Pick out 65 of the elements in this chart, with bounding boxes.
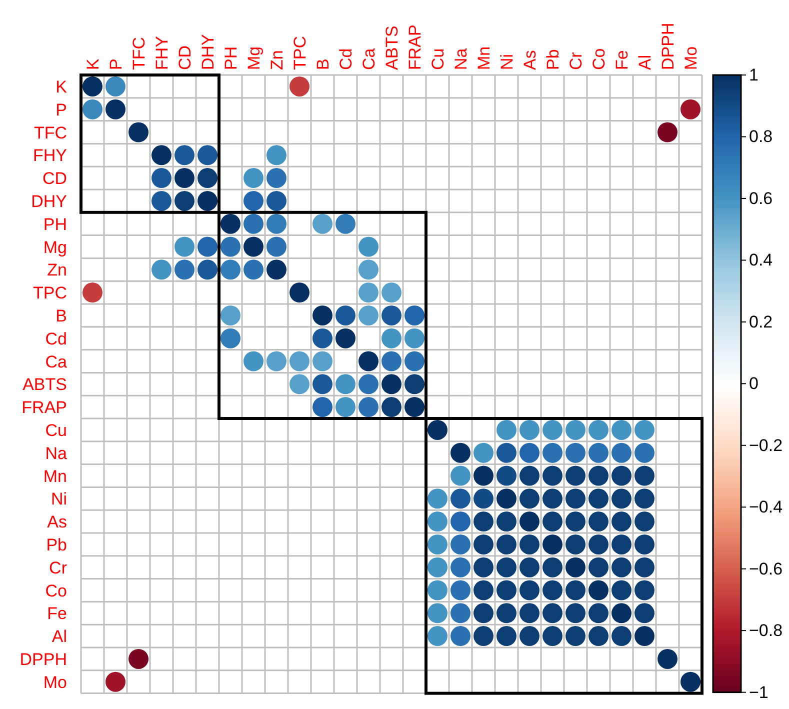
x-tick-label: ABTS bbox=[382, 26, 402, 70]
x-tick-label: P bbox=[106, 58, 126, 70]
color-bar-label: −1 bbox=[749, 682, 768, 702]
y-tick-label: PH bbox=[43, 214, 67, 234]
x-tick-label: Pb bbox=[544, 49, 562, 70]
color-bar-label: 0 bbox=[749, 374, 758, 394]
x-tick-label: B bbox=[314, 58, 332, 70]
y-tick-label: Cr bbox=[49, 558, 68, 578]
x-tick-label: Cd bbox=[336, 48, 356, 70]
x-tick-label: DPPH bbox=[658, 22, 678, 70]
y-tick-label: Pb bbox=[46, 535, 67, 554]
y-tick-label: Al bbox=[52, 627, 67, 646]
y-tick-label: Mn bbox=[43, 466, 67, 486]
x-tick-label: PH bbox=[222, 46, 240, 70]
color-bar-label: 0.2 bbox=[749, 312, 773, 332]
y-tick-label: DHY bbox=[31, 192, 67, 211]
y-tick-label: B bbox=[56, 306, 67, 326]
color-bar-label: −0.4 bbox=[749, 498, 783, 517]
y-tick-label: Cd bbox=[45, 329, 67, 348]
y-tick-label: ABTS bbox=[22, 375, 67, 394]
color-bar-label: 1 bbox=[749, 65, 758, 84]
x-tick-label: Mn bbox=[474, 46, 494, 70]
color-bar-label: 0.6 bbox=[749, 188, 773, 208]
x-tick-label: Co bbox=[590, 48, 608, 70]
x-tick-label: As bbox=[520, 50, 540, 70]
y-tick-label: K bbox=[56, 77, 68, 96]
x-tick-label: Cr bbox=[566, 52, 586, 70]
color-bar-label: −0.2 bbox=[749, 436, 783, 455]
y-tick-label: Mo bbox=[43, 672, 67, 692]
x-tick-label: Fe bbox=[612, 50, 632, 70]
x-tick-label: K bbox=[84, 58, 102, 70]
y-tick-label: Fe bbox=[47, 604, 67, 624]
color-bar-label: −0.8 bbox=[749, 621, 783, 640]
y-tick-label: As bbox=[47, 512, 67, 532]
x-tick-label: Al bbox=[636, 54, 654, 70]
x-tick-label: Mo bbox=[682, 46, 700, 70]
x-tick-label: DHY bbox=[198, 34, 218, 70]
x-tick-label: Ni bbox=[498, 54, 516, 70]
y-tick-label: TFC bbox=[34, 123, 67, 142]
y-tick-label: FRAP bbox=[22, 398, 67, 418]
y-tick-label: FHY bbox=[33, 146, 67, 166]
color-bar-label: 0.8 bbox=[749, 127, 773, 146]
y-tick-label: Ni bbox=[50, 490, 67, 509]
x-tick-label: TFC bbox=[130, 36, 148, 70]
x-tick-label: Mg bbox=[244, 46, 264, 70]
x-tick-label: CD bbox=[176, 45, 194, 70]
x-tick-label: FRAP bbox=[406, 24, 424, 70]
y-tick-label: Mg bbox=[43, 238, 67, 257]
y-tick-label: CD bbox=[42, 169, 67, 188]
y-tick-label: Zn bbox=[47, 260, 67, 280]
y-tick-label: Ca bbox=[45, 352, 68, 372]
color-bar-label: −0.6 bbox=[749, 559, 783, 578]
y-tick-label: P bbox=[56, 100, 67, 120]
y-tick-label: Co bbox=[45, 581, 67, 600]
color-bar-label: 0.4 bbox=[749, 250, 773, 270]
y-tick-label: TPC bbox=[33, 284, 67, 303]
x-tick-label: TPC bbox=[290, 36, 310, 70]
x-tick-label: Na bbox=[452, 48, 470, 70]
x-tick-label: FHY bbox=[152, 36, 172, 70]
x-tick-label: Zn bbox=[268, 50, 286, 70]
x-tick-label: Ca bbox=[360, 48, 378, 70]
x-tick-label: Cu bbox=[428, 48, 448, 70]
y-tick-label: Cu bbox=[45, 420, 67, 440]
y-tick-label: Na bbox=[45, 444, 68, 463]
y-tick-label: DPPH bbox=[20, 650, 67, 669]
